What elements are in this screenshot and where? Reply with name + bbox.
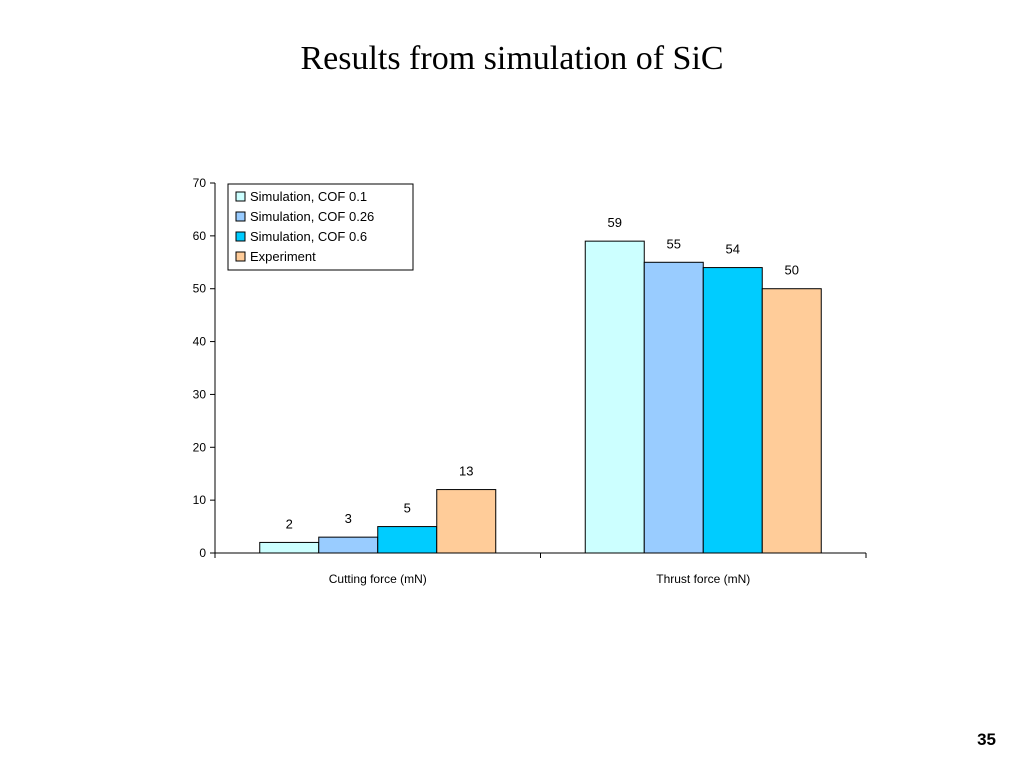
y-tick-label: 20 [193, 440, 207, 454]
bar [377, 526, 438, 554]
slide-title: Results from simulation of SiC [300, 40, 724, 77]
bar [643, 261, 704, 554]
bar [584, 240, 645, 554]
legend-swatch [235, 211, 246, 222]
legend-label: Simulation, COF 0.26 [250, 209, 374, 224]
chart-axes: 0 10 20 30 40 50 60 70 Cutting force (mN) Thrust … [193, 176, 867, 586]
legend-box [227, 183, 414, 271]
data-label: 59 [608, 215, 622, 230]
x-category-label: Cutting force (mN) [329, 572, 427, 586]
y-tick-label: 50 [193, 282, 207, 296]
data-label: 50 [785, 263, 799, 278]
data-label: 13 [459, 464, 473, 479]
page-number: 35 [977, 730, 996, 749]
y-tick-label: 0 [199, 546, 206, 560]
legend-swatch [235, 231, 246, 242]
y-tick-label: 40 [193, 335, 207, 349]
legend-label: Simulation, COF 0.1 [250, 189, 367, 204]
legend-label: Experiment [250, 249, 316, 264]
legend-swatch [235, 191, 246, 202]
chart-data-labels: 2 3 5 13 59 55 54 50 [286, 215, 799, 531]
legend-label: Simulation, COF 0.6 [250, 229, 367, 244]
y-tick-label: 70 [193, 176, 207, 190]
y-tick-label: 60 [193, 229, 207, 243]
bar [318, 536, 379, 554]
data-label: 5 [404, 501, 411, 516]
bar [436, 489, 497, 554]
bar [761, 288, 822, 554]
bar [259, 541, 320, 554]
legend-swatch [235, 251, 246, 262]
y-tick-label: 10 [193, 493, 207, 507]
x-category-label: Thrust force (mN) [656, 572, 750, 586]
y-tick-label: 30 [193, 387, 207, 401]
bar [702, 267, 763, 554]
data-label: 55 [667, 236, 681, 251]
data-label: 3 [345, 511, 352, 526]
chart-bars [259, 240, 822, 554]
data-label: 54 [726, 242, 740, 257]
data-label: 2 [286, 516, 293, 531]
chart-legend: Simulation, COF 0.1 Simulation, COF 0.26 S… [227, 183, 414, 271]
